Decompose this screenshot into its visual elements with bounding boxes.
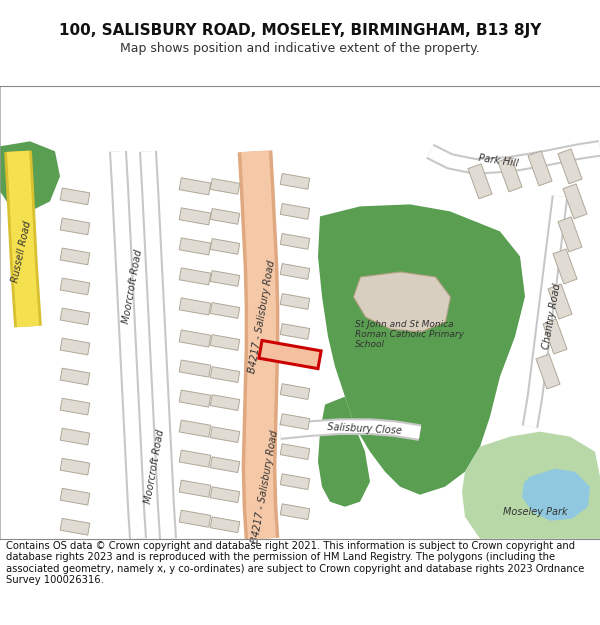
Text: Russell Road: Russell Road (11, 220, 34, 283)
Text: Park Hill: Park Hill (478, 152, 518, 168)
Bar (558, 217, 582, 252)
Bar (468, 164, 492, 199)
Bar (280, 474, 310, 489)
Bar (60, 458, 90, 475)
Bar (210, 209, 240, 224)
Bar (210, 427, 240, 442)
Bar (553, 249, 577, 284)
Text: B4217 - Salisbury Road: B4217 - Salisbury Road (247, 259, 277, 374)
Bar (536, 354, 560, 389)
Text: Moseley Park: Moseley Park (503, 507, 568, 517)
Text: Moorcroft Road: Moorcroft Road (143, 429, 166, 504)
Text: St John and St Monica
Roman Catholic Primary
School: St John and St Monica Roman Catholic Pri… (355, 319, 464, 349)
Bar (60, 188, 90, 205)
Bar (60, 368, 90, 385)
Bar (60, 218, 90, 235)
Bar (280, 504, 310, 519)
Bar (179, 208, 211, 225)
Text: Salisbury Close: Salisbury Close (328, 422, 403, 436)
Bar (563, 184, 587, 219)
Text: Chantry Road: Chantry Road (541, 282, 563, 350)
Bar (259, 341, 321, 369)
Bar (558, 149, 582, 184)
Bar (179, 480, 211, 498)
Bar (280, 234, 310, 249)
Text: Contains OS data © Crown copyright and database right 2021. This information is : Contains OS data © Crown copyright and d… (6, 541, 584, 586)
Bar (179, 268, 211, 285)
Bar (60, 278, 90, 295)
Bar (179, 238, 211, 255)
Bar (210, 302, 240, 318)
Bar (210, 179, 240, 194)
Bar (210, 457, 240, 472)
Bar (280, 384, 310, 399)
Bar (280, 324, 310, 339)
Bar (60, 338, 90, 355)
Bar (179, 420, 211, 437)
Bar (210, 271, 240, 286)
Bar (179, 390, 211, 407)
Bar (280, 444, 310, 459)
Bar (60, 398, 90, 415)
Bar (210, 395, 240, 411)
Bar (280, 264, 310, 279)
Bar (60, 428, 90, 445)
Bar (60, 248, 90, 265)
Bar (179, 510, 211, 528)
Text: B4217 - Salisbury Road: B4217 - Salisbury Road (250, 429, 280, 544)
Bar (498, 157, 522, 192)
Bar (210, 487, 240, 502)
Text: 100, SALISBURY ROAD, MOSELEY, BIRMINGHAM, B13 8JY: 100, SALISBURY ROAD, MOSELEY, BIRMINGHAM… (59, 22, 541, 38)
Bar (60, 488, 90, 505)
Bar (280, 294, 310, 309)
Bar (210, 239, 240, 254)
Bar (179, 450, 211, 467)
Text: Moorcroft Road: Moorcroft Road (122, 249, 145, 324)
Bar (210, 367, 240, 382)
Bar (60, 518, 90, 535)
Bar (179, 298, 211, 315)
Bar (543, 319, 567, 354)
Bar (60, 308, 90, 325)
Bar (210, 334, 240, 351)
Bar (280, 174, 310, 189)
Bar (548, 284, 572, 319)
Bar (210, 517, 240, 532)
Bar (280, 204, 310, 219)
Bar (528, 151, 552, 186)
Bar (280, 414, 310, 429)
Bar (179, 178, 211, 195)
Text: Map shows position and indicative extent of the property.: Map shows position and indicative extent… (120, 42, 480, 55)
Bar (179, 360, 211, 377)
Bar (179, 330, 211, 347)
